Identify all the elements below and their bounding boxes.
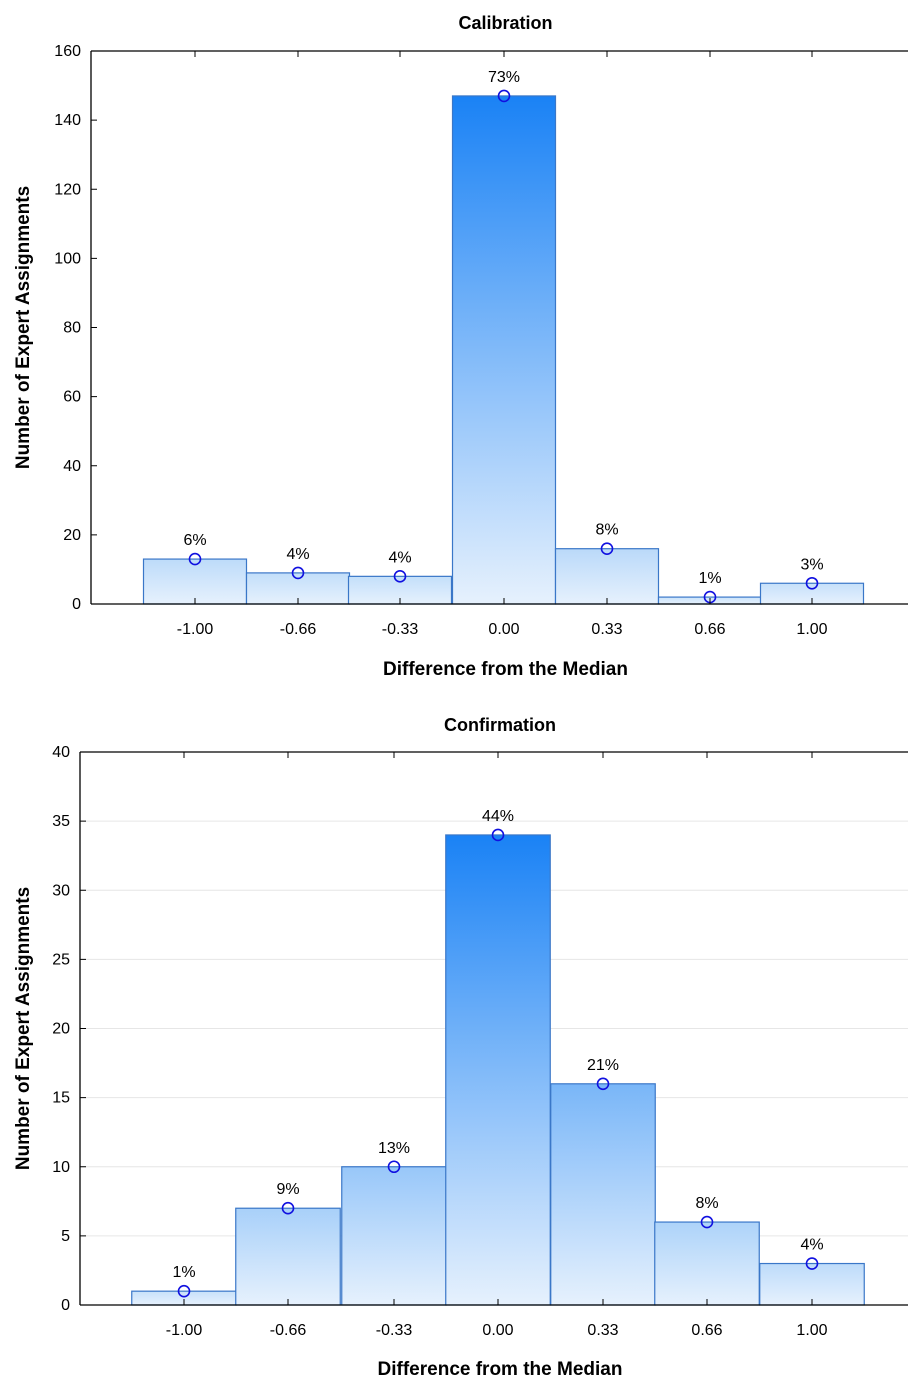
x-tick-label: -0.33 <box>382 621 419 638</box>
x-tick-label: 1.00 <box>796 1322 827 1339</box>
y-tick-label: 0 <box>72 596 81 613</box>
chart-title: Confirmation <box>444 715 556 735</box>
data-point-marker <box>497 89 511 103</box>
data-label: 4% <box>388 549 411 566</box>
bar <box>445 834 551 1306</box>
chart-title: Calibration <box>458 13 552 33</box>
data-point-marker <box>700 1215 714 1229</box>
y-tick-label: 60 <box>63 389 81 406</box>
y-axis-label: Number of Expert Assignments <box>13 887 34 1170</box>
data-point-marker <box>291 566 305 580</box>
x-tick-label: 0.33 <box>591 621 622 638</box>
y-tick-label: 140 <box>54 112 81 129</box>
y-tick-label: 40 <box>52 744 70 761</box>
x-tick-label: -0.66 <box>270 1322 307 1339</box>
data-point-marker <box>805 576 819 590</box>
y-tick-label: 35 <box>52 813 70 830</box>
bar <box>759 1262 865 1306</box>
x-tick-label: 0.00 <box>482 1322 513 1339</box>
x-tick-label: 0.33 <box>587 1322 618 1339</box>
y-tick-label: 15 <box>52 1090 70 1107</box>
data-point-marker <box>600 542 614 556</box>
x-axis-label: Difference from the Median <box>378 1359 623 1379</box>
bar <box>550 1083 656 1306</box>
x-tick-label: 0.66 <box>691 1322 722 1339</box>
x-tick-label: -1.00 <box>177 621 214 638</box>
data-point-marker <box>393 570 407 583</box>
x-tick-label: -0.66 <box>280 621 317 638</box>
bar <box>654 1221 760 1306</box>
y-tick-label: 80 <box>63 320 81 337</box>
data-point-marker <box>491 828 505 842</box>
y-tick-label: 5 <box>61 1228 70 1245</box>
x-tick-label: 1.00 <box>796 621 827 638</box>
data-point-marker <box>596 1077 610 1091</box>
x-tick-label: -0.33 <box>376 1322 413 1339</box>
x-tick-label: -1.00 <box>166 1322 203 1339</box>
y-tick-label: 100 <box>54 250 81 267</box>
data-label: 8% <box>595 522 618 539</box>
data-label: 1% <box>172 1264 195 1281</box>
y-tick-label: 30 <box>52 882 70 899</box>
data-label: 21% <box>587 1057 619 1074</box>
y-tick-label: 0 <box>61 1297 70 1314</box>
data-point-marker <box>177 1284 191 1298</box>
x-tick-label: 0.00 <box>488 621 519 638</box>
bar <box>235 1207 341 1306</box>
data-label: 44% <box>482 808 514 825</box>
data-point-marker <box>188 552 202 566</box>
y-tick-label: 10 <box>52 1159 70 1176</box>
bar <box>142 558 248 605</box>
data-label: 4% <box>800 1237 823 1254</box>
data-label: 1% <box>698 570 721 587</box>
y-tick-label: 20 <box>63 527 81 544</box>
y-tick-label: 20 <box>52 1021 70 1038</box>
data-label: 6% <box>183 532 206 549</box>
bar <box>341 1166 447 1306</box>
y-tick-label: 120 <box>54 181 81 198</box>
x-tick-label: 0.66 <box>694 621 725 638</box>
data-label: 73% <box>488 69 520 86</box>
data-label: 9% <box>276 1181 299 1198</box>
data-point-marker <box>805 1257 819 1270</box>
data-point-marker <box>281 1201 295 1215</box>
y-tick-label: 160 <box>54 43 81 60</box>
bar <box>451 95 557 605</box>
x-axis-label: Difference from the Median <box>383 659 628 680</box>
y-tick-label: 40 <box>63 458 81 475</box>
y-axis-label: Number of Expert Assignments <box>13 186 34 469</box>
data-label: 13% <box>378 1140 410 1157</box>
data-label: 4% <box>286 546 309 563</box>
data-point-marker <box>387 1160 401 1174</box>
data-label: 3% <box>800 556 823 573</box>
y-tick-label: 25 <box>52 951 70 968</box>
data-label: 8% <box>695 1195 718 1212</box>
bar <box>554 548 660 605</box>
